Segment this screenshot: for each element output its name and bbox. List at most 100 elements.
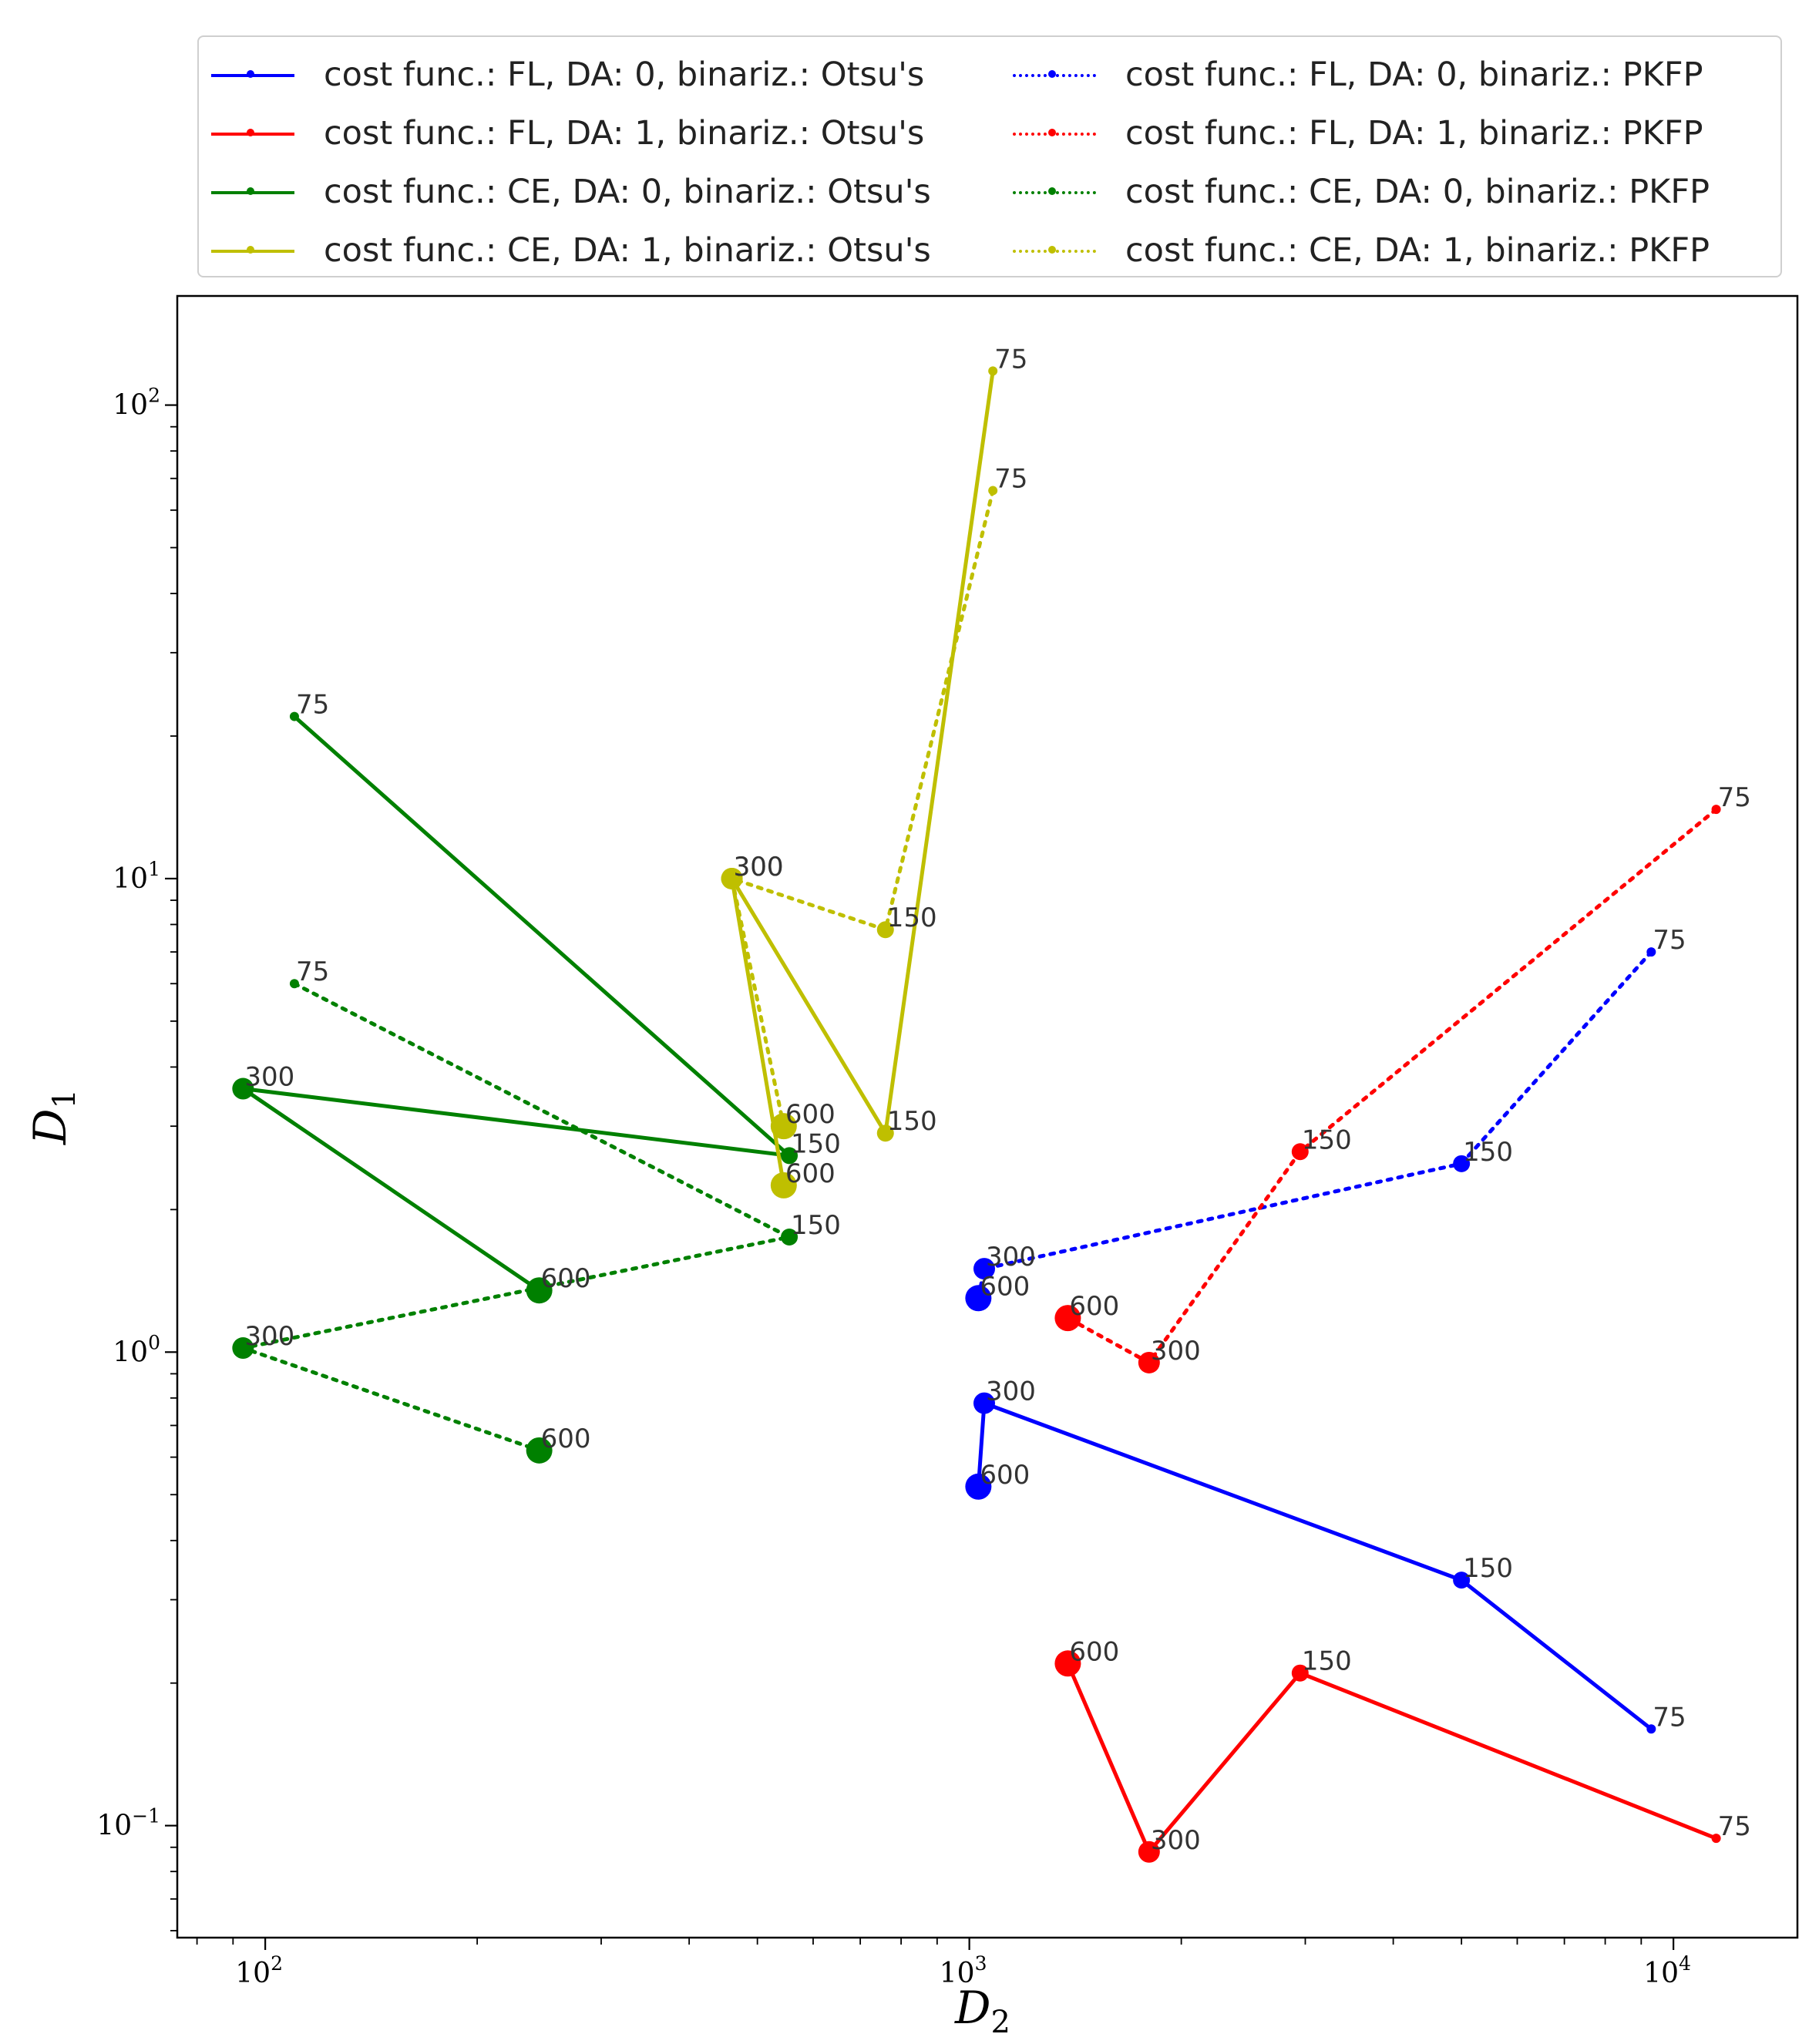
x-tick-label-exponent: 3: [975, 1952, 987, 1975]
data-point: [781, 1228, 799, 1246]
legend-swatch-marker: [247, 70, 254, 78]
data-label: 300: [986, 1242, 1036, 1272]
data-point: [526, 1437, 553, 1464]
legend-label: cost func.: FL, DA: 1, binariz.: Otsu's: [324, 114, 925, 153]
data-label: 300: [734, 852, 784, 882]
x-axis-label: D2: [954, 1982, 1010, 2040]
series-line-6: [1065, 807, 1719, 1365]
data-point: [1138, 1841, 1160, 1863]
data-label: 300: [1151, 1336, 1201, 1367]
data-point: [973, 1392, 995, 1414]
data-label: 600: [1069, 1291, 1119, 1322]
data-label: 300: [244, 1062, 294, 1093]
data-label: 75: [1653, 1702, 1686, 1733]
x-tick-label-base: 10: [235, 1958, 271, 1989]
data-label: 150: [887, 903, 937, 933]
data-point: [1711, 805, 1721, 815]
data-point: [876, 1125, 894, 1142]
y-tick-label: 10−1: [96, 1805, 160, 1842]
data-label: 600: [980, 1271, 1030, 1302]
legend: cost func.: FL, DA: 0, binariz.: Otsu's …: [197, 35, 1782, 277]
series-line-4: [730, 371, 995, 1186]
x-tick-label-exponent: 4: [1679, 1952, 1691, 1975]
data-point: [770, 1172, 797, 1198]
y-axis-label-sub: 1: [47, 1089, 82, 1108]
data-point: [876, 921, 894, 939]
x-tick-label: 103: [940, 1952, 987, 1989]
data-label: 75: [296, 690, 329, 721]
legend-swatch-marker: [1048, 129, 1056, 136]
legend-label: cost func.: CE, DA: 0, binariz.: Otsu's: [324, 173, 931, 211]
data-point: [1054, 1650, 1081, 1677]
series-line-2: [1066, 1662, 1717, 1854]
data-point: [1291, 1143, 1309, 1161]
data-label: 300: [986, 1377, 1036, 1407]
y-tick-label-base: 10: [96, 1810, 132, 1842]
data-label: 150: [1463, 1553, 1513, 1584]
y-tick-label-exponent: 0: [148, 1331, 160, 1353]
legend-label: cost func.: FL, DA: 0, binariz.: Otsu's: [324, 55, 925, 94]
data-point: [289, 711, 299, 721]
legend-swatch-marker: [247, 187, 254, 195]
y-axis-label-main: D: [24, 1108, 76, 1145]
x-tick-label-base: 10: [1643, 1958, 1679, 1989]
y-tick-label: 101: [113, 858, 160, 895]
legend-label: cost func.: CE, DA: 1, binariz.: PKFP: [1125, 231, 1710, 270]
data-point: [1453, 1572, 1471, 1589]
data-label: 75: [994, 344, 1027, 375]
data-label: 600: [785, 1099, 836, 1130]
x-tick-label-exponent: 2: [271, 1952, 283, 1975]
legend-label: cost func.: FL, DA: 1, binariz.: PKFP: [1125, 114, 1703, 153]
legend-label: cost func.: CE, DA: 0, binariz.: PKFP: [1125, 173, 1710, 211]
data-point: [1453, 1155, 1471, 1172]
y-tick-label-base: 10: [113, 390, 148, 422]
data-point: [1291, 1664, 1309, 1682]
data-label: 150: [791, 1210, 841, 1241]
data-point: [973, 1258, 995, 1280]
x-axis-label-main: D: [954, 1982, 991, 2034]
data-label: 150: [1302, 1125, 1352, 1155]
plot-frame: [176, 294, 1799, 1939]
data-label: 150: [1302, 1646, 1352, 1677]
data-point: [1711, 1834, 1721, 1844]
data-point: [232, 1337, 254, 1360]
y-tick-label: 102: [113, 385, 160, 422]
data-label: 300: [734, 852, 784, 882]
y-axis-label: D1: [24, 1089, 82, 1145]
data-point: [988, 366, 998, 376]
data-label: 300: [244, 1321, 294, 1352]
data-label: 300: [1151, 1825, 1201, 1856]
data-label: 150: [791, 1128, 841, 1159]
data-point: [770, 1113, 797, 1140]
y-tick-label: 100: [113, 1331, 160, 1368]
data-point: [781, 1147, 799, 1165]
data-label: 75: [994, 463, 1027, 494]
minor-ticks: [170, 425, 1642, 1945]
data-label: 75: [296, 956, 329, 987]
point-layer: [232, 366, 1721, 1863]
legend-swatch-marker: [247, 129, 254, 136]
data-point: [965, 1473, 992, 1500]
data-point: [526, 1277, 553, 1304]
y-tick-label-exponent: −1: [132, 1805, 160, 1827]
y-tick-label-exponent: 1: [148, 858, 160, 880]
series-layer: [240, 371, 1719, 1854]
data-label: 150: [887, 1106, 937, 1137]
data-label: 600: [541, 1424, 591, 1454]
y-tick-label-base: 10: [113, 1336, 148, 1368]
x-tick-label: 102: [235, 1952, 283, 1989]
series-line-7: [240, 981, 792, 1453]
data-label: 600: [541, 1263, 591, 1294]
point-label-layer: 7515030060075150300600751503006007515030…: [244, 344, 1751, 1855]
y-tick-label-exponent: 2: [148, 385, 160, 407]
data-point: [1646, 1724, 1656, 1734]
data-label: 75: [1718, 1811, 1751, 1842]
data-point: [721, 867, 743, 889]
data-point: [1646, 947, 1656, 957]
data-point: [289, 979, 299, 989]
x-axis-label-sub: 2: [991, 2005, 1010, 2040]
data-label: 600: [1069, 1636, 1119, 1667]
data-point: [965, 1285, 992, 1312]
